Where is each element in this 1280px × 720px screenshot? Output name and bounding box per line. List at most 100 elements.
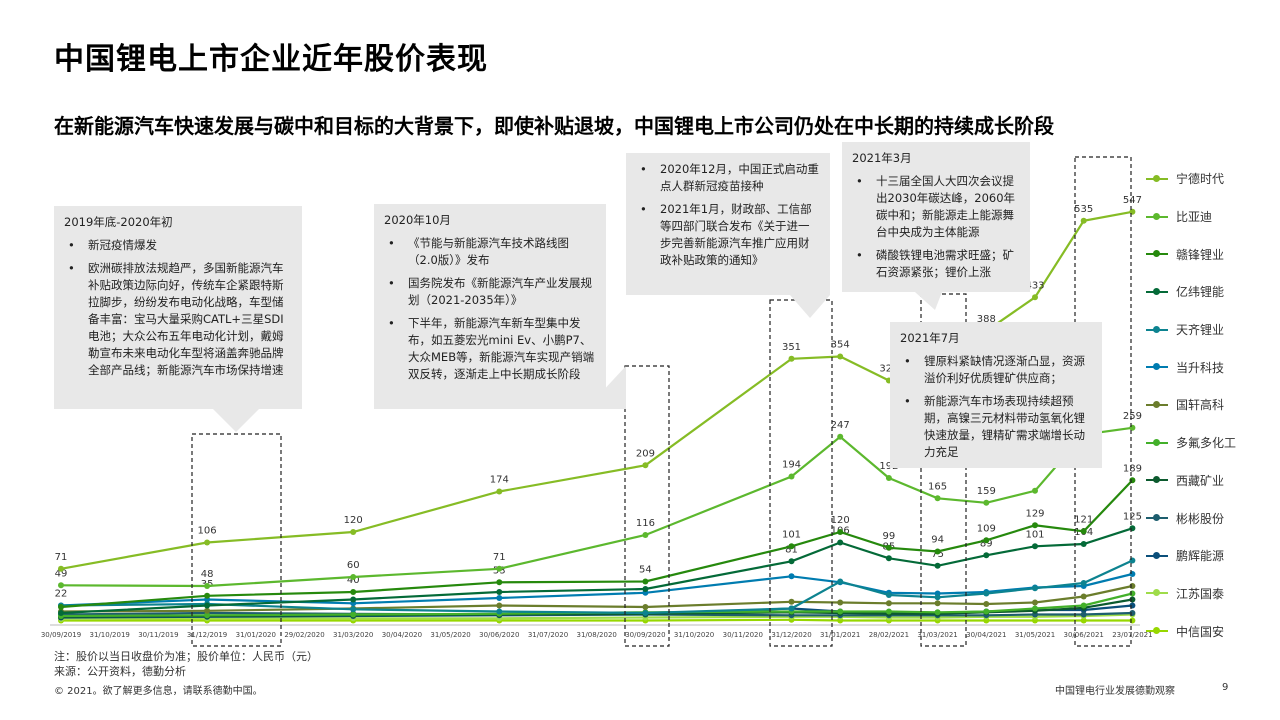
annotation-2020-oct: 2020年10月 《节能与新能源汽车技术路线图（2.0版）》发布 国务院发布《新… [374, 204, 606, 409]
legend-item: 国轩高科 [1146, 386, 1276, 424]
legend-swatch [1146, 627, 1168, 635]
data-label: 535 [1074, 204, 1093, 215]
data-point [496, 579, 503, 586]
legend-swatch [1146, 551, 1168, 559]
data-point [837, 353, 844, 360]
legend-label: 比亚迪 [1176, 210, 1213, 225]
data-point [934, 609, 941, 616]
callout-pointer [213, 409, 259, 432]
data-label: 99 [883, 531, 896, 542]
data-point [58, 604, 64, 610]
footer-report-title: 中国锂电行业发展德勤观察 [1055, 686, 1175, 697]
legend-label: 国轩高科 [1176, 398, 1225, 413]
legend-swatch [1146, 589, 1168, 597]
annotation-2020-dec: 2020年12月，中国正式启动重点人群新冠疫苗接种 2021年1月，财政部、工信… [626, 153, 830, 295]
data-point [1129, 525, 1136, 532]
x-tick-label: 31/07/2020 [528, 631, 568, 639]
data-point [1129, 617, 1136, 624]
data-point [837, 433, 844, 440]
data-point [642, 610, 649, 616]
data-point [885, 600, 892, 607]
data-point [1129, 477, 1136, 484]
data-point [1129, 571, 1136, 577]
legend-label: 当升科技 [1176, 360, 1225, 375]
data-point [1032, 585, 1038, 592]
x-tick-label: 30/09/2020 [625, 631, 665, 639]
annotation-2020-oct-item: 国务院发布《新能源汽车产业发展规划（2021-2035年）》 [388, 275, 596, 309]
data-label: 22 [55, 589, 68, 600]
data-point [885, 608, 892, 615]
legend-item: 江苏国泰 [1146, 575, 1276, 613]
legend-item: 宁德时代 [1146, 160, 1276, 198]
data-label: 71 [55, 552, 68, 563]
x-tick-label: 28/02/2021 [869, 631, 909, 639]
data-label: 60 [347, 560, 360, 571]
data-point [788, 558, 795, 565]
data-point [350, 596, 357, 603]
data-point [885, 475, 892, 481]
data-label: 81 [785, 544, 798, 555]
x-tick-label: 31/01/2021 [820, 631, 860, 639]
x-tick-label: 31/05/2020 [430, 631, 470, 639]
data-point [496, 608, 503, 615]
x-tick-label: 31/10/2020 [674, 631, 714, 639]
data-label: 194 [782, 460, 801, 471]
data-point [1080, 217, 1087, 224]
data-point [983, 537, 990, 544]
x-tick-label: 30/06/2021 [1064, 631, 1104, 639]
legend-item: 天齐锂业 [1146, 311, 1276, 349]
data-point [58, 610, 64, 616]
data-point [496, 488, 503, 495]
data-label: 106 [198, 526, 217, 537]
legend-swatch [1146, 250, 1168, 258]
data-label: 192 [879, 461, 898, 472]
data-point [788, 473, 795, 480]
data-label: 101 [782, 529, 801, 540]
x-tick-label: 31/12/2020 [771, 631, 811, 639]
data-label: 189 [1123, 463, 1142, 474]
chart-note: 注：股价以当日收盘价为准；股价单位：人民币（元） [54, 650, 318, 663]
legend-swatch [1146, 438, 1168, 446]
data-point [837, 608, 844, 615]
data-point [885, 544, 892, 551]
legend-swatch [1146, 174, 1168, 182]
page-title: 中国锂电上市企业近年股价表现 [54, 42, 488, 77]
legend-item: 当升科技 [1146, 348, 1276, 386]
annotation-2021-jul-item: 新能源汽车市场表现持续超预期，高镍三元材料带动氢氧化锂快速放量，锂精矿需求端增长… [904, 393, 1092, 461]
data-label: 259 [1123, 411, 1142, 422]
data-point [58, 582, 64, 589]
data-point [1129, 602, 1136, 609]
data-label: 351 [782, 342, 801, 353]
annotation-2021-jul-header: 2021年7月 [900, 331, 960, 345]
data-label: 247 [831, 420, 850, 431]
data-point [934, 548, 941, 555]
legend-label: 亿纬锂能 [1176, 285, 1225, 300]
legend-swatch [1146, 476, 1168, 484]
data-label: 354 [831, 340, 850, 351]
annotation-2020-oct-header: 2020年10月 [384, 213, 451, 227]
data-point [885, 555, 892, 562]
legend-item: 多氟多化工 [1146, 424, 1276, 462]
data-point [58, 565, 64, 572]
legend-item: 比亚迪 [1146, 198, 1276, 236]
data-point [983, 608, 990, 615]
data-label: 54 [639, 565, 652, 576]
legend-label: 天齐锂业 [1176, 323, 1225, 338]
chart-legend: 宁德时代 比亚迪 赣锋锂业 亿纬锂能 天齐锂业 当升科技 国轩高科 多氟多化工 西藏矿业 彬彬股份… [1146, 160, 1276, 650]
data-point [642, 532, 649, 538]
data-point [837, 599, 844, 606]
x-tick-label: 30/06/2020 [479, 631, 519, 639]
data-label: 120 [831, 515, 850, 526]
legend-item: 彬彬股份 [1146, 499, 1276, 537]
footer-copyright: © 2021。欲了解更多信息，请联系德勤中国。 [54, 686, 263, 697]
x-tick-label: 23/07/2021 [1112, 631, 1152, 639]
annotation-2021-mar: 2021年3月 十三届全国人大四次会议提出2030年碳达峰，2060年碳中和；新… [842, 142, 1030, 292]
data-point [350, 611, 357, 618]
x-tick-label: 31/03/2021 [917, 631, 957, 639]
legend-label: 宁德时代 [1176, 172, 1225, 187]
data-label: 40 [347, 575, 360, 586]
data-point [1129, 557, 1136, 564]
data-point [1032, 487, 1038, 494]
callout-pointer [915, 292, 942, 310]
